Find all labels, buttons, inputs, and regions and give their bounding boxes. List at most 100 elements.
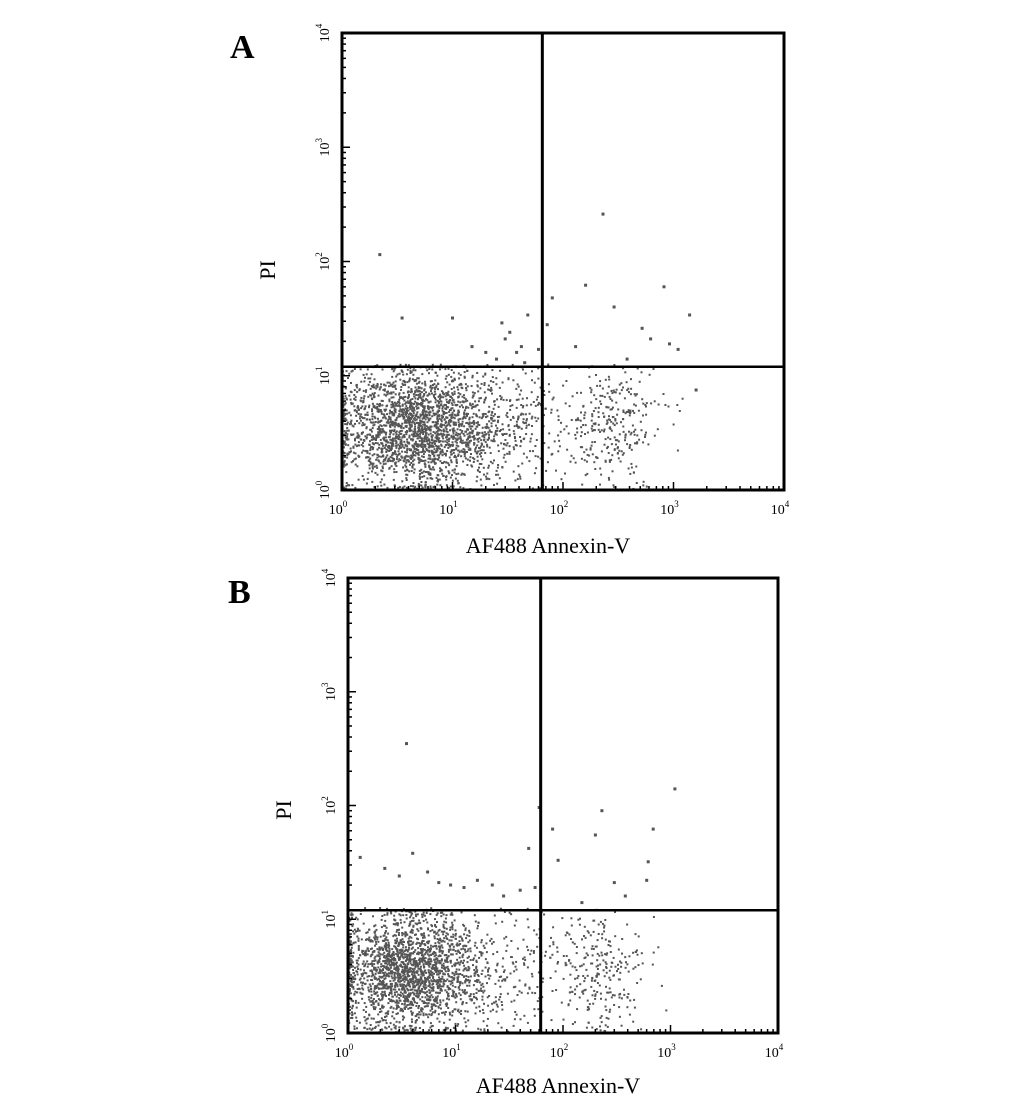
cell-event xyxy=(346,412,349,415)
cell-event xyxy=(480,442,483,445)
cell-event xyxy=(407,942,410,945)
cell-event xyxy=(390,396,393,399)
cell-event xyxy=(430,380,433,383)
cell-event xyxy=(360,981,362,984)
cell-event xyxy=(371,408,373,411)
cell-event xyxy=(416,962,419,965)
cell-event xyxy=(463,394,465,397)
cell-event xyxy=(364,405,367,408)
cell-event xyxy=(381,1006,384,1009)
cell-event xyxy=(373,950,376,952)
cell-event xyxy=(461,954,464,957)
cell-event xyxy=(436,995,439,998)
cell-event xyxy=(433,952,436,955)
cell-event xyxy=(638,438,641,441)
cell-event xyxy=(360,413,363,416)
cell-event xyxy=(390,391,393,394)
cell-event xyxy=(447,974,450,977)
cell-event xyxy=(428,981,431,984)
cell-event xyxy=(409,985,412,988)
cell-event xyxy=(601,394,604,397)
cell-event xyxy=(397,941,400,944)
cell-event xyxy=(420,387,423,390)
cell-event xyxy=(519,477,522,480)
cell-event xyxy=(514,439,517,442)
cell-event xyxy=(468,935,471,937)
cell-event xyxy=(610,420,613,423)
cell-event xyxy=(421,426,424,428)
cell-event xyxy=(356,959,359,962)
cell-event xyxy=(564,472,566,475)
cell-event xyxy=(402,380,405,383)
cell-event xyxy=(504,460,507,463)
cell-event xyxy=(419,984,422,987)
cell-event xyxy=(475,980,477,983)
cell-event xyxy=(447,401,450,404)
cell-event xyxy=(427,457,430,460)
cell-event xyxy=(396,922,399,925)
cell-event xyxy=(440,944,443,947)
cell-event xyxy=(420,451,423,454)
cell-event xyxy=(408,394,410,396)
cell-event xyxy=(496,427,499,430)
cell-event xyxy=(410,1006,413,1009)
cell-event xyxy=(432,964,435,967)
cell-event xyxy=(429,425,432,428)
cell-event xyxy=(414,1026,417,1029)
scatter-point xyxy=(662,285,666,289)
cell-event xyxy=(403,485,406,488)
cell-event xyxy=(616,413,619,416)
cell-event xyxy=(410,421,413,424)
cell-event xyxy=(414,980,417,983)
cell-event xyxy=(513,448,516,451)
cell-event xyxy=(457,419,460,422)
cell-event xyxy=(589,386,592,389)
cell-event xyxy=(385,954,388,957)
cell-event xyxy=(406,447,409,450)
cell-event xyxy=(353,1027,356,1030)
cell-event xyxy=(610,408,613,411)
cell-event xyxy=(427,461,430,464)
cell-event xyxy=(344,431,347,434)
cell-event xyxy=(372,394,375,396)
cell-event xyxy=(367,963,370,966)
cell-event xyxy=(380,965,383,968)
cell-event xyxy=(419,403,422,406)
cell-event xyxy=(363,380,366,383)
cell-event xyxy=(423,424,426,426)
cell-event xyxy=(358,978,361,981)
cell-event xyxy=(375,1021,378,1024)
cell-event xyxy=(384,462,387,465)
cell-event xyxy=(458,988,461,991)
cell-event xyxy=(456,981,459,983)
cell-event xyxy=(416,421,419,424)
cell-event xyxy=(374,442,377,444)
cell-event xyxy=(593,394,596,397)
cell-event xyxy=(473,944,476,947)
cell-event xyxy=(391,438,393,441)
cell-event xyxy=(398,486,401,488)
cell-event xyxy=(383,951,386,954)
cell-event xyxy=(620,382,623,385)
cell-event xyxy=(350,978,353,981)
cell-event xyxy=(381,465,384,468)
cell-event xyxy=(458,956,461,959)
cell-event xyxy=(373,963,376,966)
cell-event xyxy=(394,403,397,406)
cell-event xyxy=(366,960,369,963)
cell-event xyxy=(447,373,450,376)
cell-event xyxy=(411,967,414,970)
cell-event xyxy=(396,950,399,953)
cell-event xyxy=(595,456,598,459)
cell-event xyxy=(438,950,441,953)
cell-event xyxy=(412,969,415,972)
cell-event xyxy=(447,438,450,441)
cell-event xyxy=(416,990,419,993)
cell-event xyxy=(348,411,351,414)
cell-event xyxy=(442,415,444,418)
cell-event xyxy=(368,1027,371,1030)
cell-event xyxy=(389,449,392,452)
cell-event xyxy=(431,444,434,447)
cell-event xyxy=(401,987,404,990)
cell-event xyxy=(530,417,533,420)
